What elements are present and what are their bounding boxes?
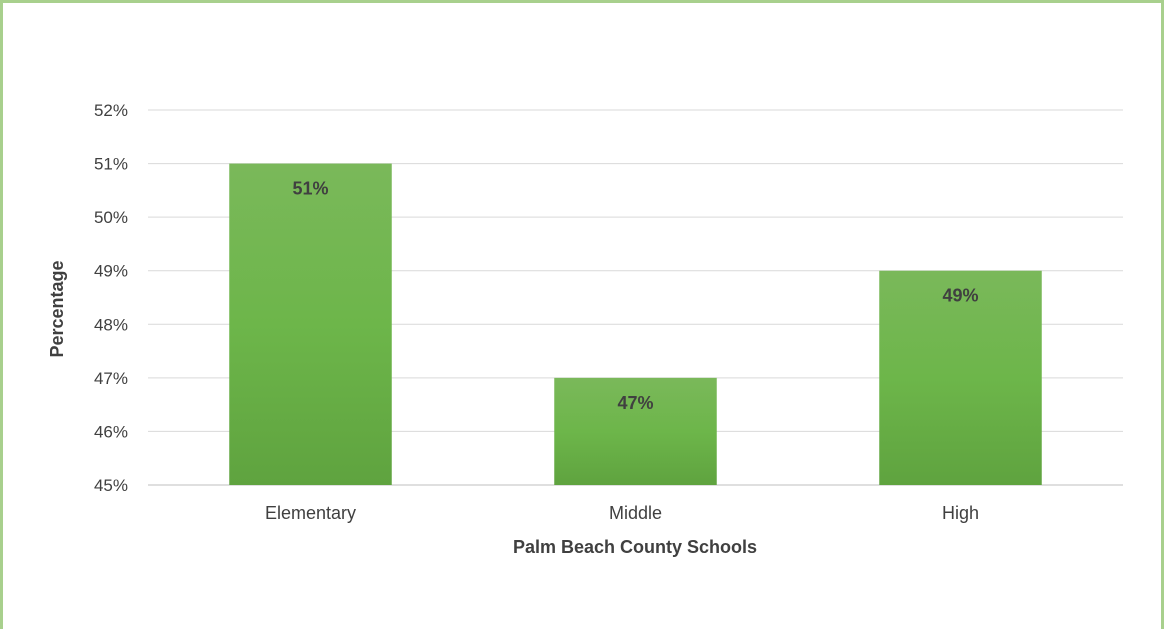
y-tick-label: 45% [94, 476, 128, 495]
data-label: 47% [617, 393, 653, 413]
x-axis-categories: Elementary Middle High [265, 503, 979, 523]
data-labels: 51% 47% 49% [292, 179, 978, 413]
data-label: 51% [292, 179, 328, 199]
y-tick-label: 49% [94, 262, 128, 281]
y-tick-label: 48% [94, 315, 128, 334]
y-tick-label: 46% [94, 422, 128, 441]
y-tick-label: 50% [94, 208, 128, 227]
y-tick-label: 47% [94, 369, 128, 388]
x-axis-title: Palm Beach County Schools [513, 537, 757, 557]
y-axis-title: Percentage [47, 260, 67, 357]
bar-high [879, 270, 1042, 485]
y-tick-label: 52% [94, 101, 128, 120]
bar-elementary [229, 163, 392, 486]
data-label: 49% [942, 286, 978, 306]
x-tick-label: Middle [609, 503, 662, 523]
x-tick-label: Elementary [265, 503, 356, 523]
x-tick-label: High [942, 503, 979, 523]
bar-chart: 45% 46% 47% 48% 49% 50% 51% 52% 51% 47% 49% Eleme… [47, 101, 1123, 557]
y-tick-label: 51% [94, 155, 128, 174]
bars [229, 163, 1042, 486]
y-axis-ticks: 45% 46% 47% 48% 49% 50% 51% 52% [94, 101, 128, 495]
bar-middle [554, 377, 717, 485]
